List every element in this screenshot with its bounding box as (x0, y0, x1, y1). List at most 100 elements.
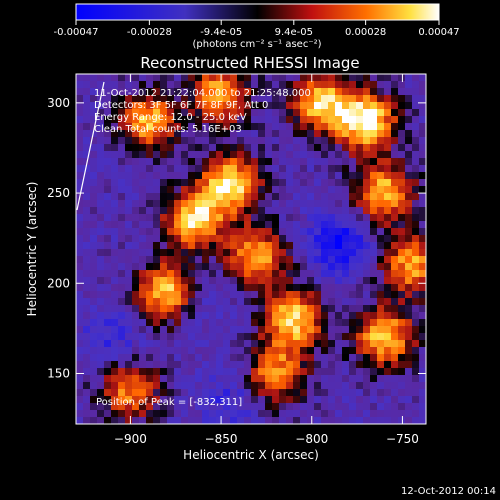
heatmap-cell (104, 109, 112, 117)
heatmap-cell (181, 333, 189, 341)
heatmap-cell (202, 284, 210, 292)
heatmap-cell (90, 319, 98, 327)
heatmap-cell (314, 319, 322, 327)
heatmap-cell (307, 396, 315, 404)
heatmap-cell (398, 375, 406, 383)
heatmap-cell (265, 200, 273, 208)
heatmap-cell (174, 347, 182, 355)
heatmap-cell (251, 326, 259, 334)
heatmap-cell (195, 256, 203, 264)
heatmap-cell (307, 410, 315, 418)
heatmap-cell (356, 277, 364, 285)
heatmap-cell (307, 123, 315, 131)
heatmap-cell (237, 256, 245, 264)
heatmap-cell (216, 102, 224, 110)
heatmap-cell (118, 319, 126, 327)
heatmap-cell (307, 200, 315, 208)
heatmap-cell (272, 200, 280, 208)
heatmap-cell (209, 389, 217, 397)
heatmap-cell (419, 305, 426, 313)
heatmap-cell (321, 396, 329, 404)
heatmap-cell (125, 186, 133, 194)
heatmap-cell (97, 200, 105, 208)
heatmap-cell (286, 88, 294, 96)
heatmap-cell (237, 179, 245, 187)
heatmap-cell (111, 326, 119, 334)
heatmap-cell (286, 354, 294, 362)
heatmap-cell (202, 347, 210, 355)
heatmap-cell (391, 305, 399, 313)
heatmap-cell (90, 354, 98, 362)
heatmap-cell (90, 382, 98, 390)
heatmap-cell (391, 396, 399, 404)
heatmap-cell (419, 375, 426, 383)
heatmap-cell (195, 193, 203, 201)
heatmap-cell (300, 319, 308, 327)
heatmap-cell (188, 130, 196, 138)
heatmap-cell (286, 256, 294, 264)
heatmap-cell (251, 179, 259, 187)
heatmap-cell (265, 74, 273, 82)
heatmap-cell (244, 298, 252, 306)
heatmap-cell (398, 256, 406, 264)
heatmap-cell (195, 312, 203, 320)
heatmap-cell (167, 109, 175, 117)
heatmap-cell (384, 326, 392, 334)
heatmap-cell (286, 186, 294, 194)
heatmap-cell (97, 81, 105, 89)
heatmap-cell (356, 389, 364, 397)
heatmap-cell (307, 361, 315, 369)
heatmap-cell (300, 263, 308, 271)
heatmap-cell (349, 319, 357, 327)
heatmap-cell (265, 270, 273, 278)
heatmap-cell (272, 172, 280, 180)
heatmap-cell (363, 235, 371, 243)
heatmap-cell (321, 186, 329, 194)
heatmap-cell (230, 88, 238, 96)
heatmap-cell (265, 410, 273, 418)
heatmap-cell (132, 158, 140, 166)
heatmap-cell (398, 410, 406, 418)
heatmap-cell (349, 151, 357, 159)
heatmap-cell (286, 312, 294, 320)
heatmap-cell (132, 347, 140, 355)
heatmap-cell (209, 193, 217, 201)
heatmap-cell (132, 305, 140, 313)
heatmap-cell (377, 242, 385, 250)
heatmap-cell (419, 389, 426, 397)
heatmap-cell (244, 228, 252, 236)
heatmap-cell (272, 214, 280, 222)
heatmap-cell (216, 333, 224, 341)
heatmap-cell (202, 228, 210, 236)
heatmap-cell (195, 319, 203, 327)
heatmap-cell (356, 172, 364, 180)
heatmap-cell (111, 200, 119, 208)
heatmap-cell (181, 137, 189, 145)
heatmap-cell (97, 207, 105, 215)
heatmap-cell (286, 102, 294, 110)
heatmap-cell (153, 410, 161, 418)
heatmap-cell (118, 305, 126, 313)
heatmap-cell (384, 95, 392, 103)
heatmap-cell (300, 396, 308, 404)
heatmap-cell (412, 354, 420, 362)
heatmap-cell (195, 298, 203, 306)
heatmap-cell (132, 361, 140, 369)
heatmap-cell (83, 235, 91, 243)
heatmap-cell (314, 158, 322, 166)
heatmap-cell (265, 277, 273, 285)
heatmap-cell (419, 368, 426, 376)
heatmap-cell (230, 186, 238, 194)
heatmap-cell (244, 368, 252, 376)
heatmap-cell (349, 221, 357, 229)
heatmap-cell (300, 256, 308, 264)
heatmap-cell (265, 123, 273, 131)
heatmap-cell (139, 81, 147, 89)
heatmap-cell (265, 368, 273, 376)
heatmap-cell (391, 179, 399, 187)
heatmap-cell (125, 298, 133, 306)
heatmap-cell (314, 130, 322, 138)
heatmap-cell (209, 88, 217, 96)
heatmap-cell (167, 326, 175, 334)
heatmap-cell (76, 221, 84, 229)
